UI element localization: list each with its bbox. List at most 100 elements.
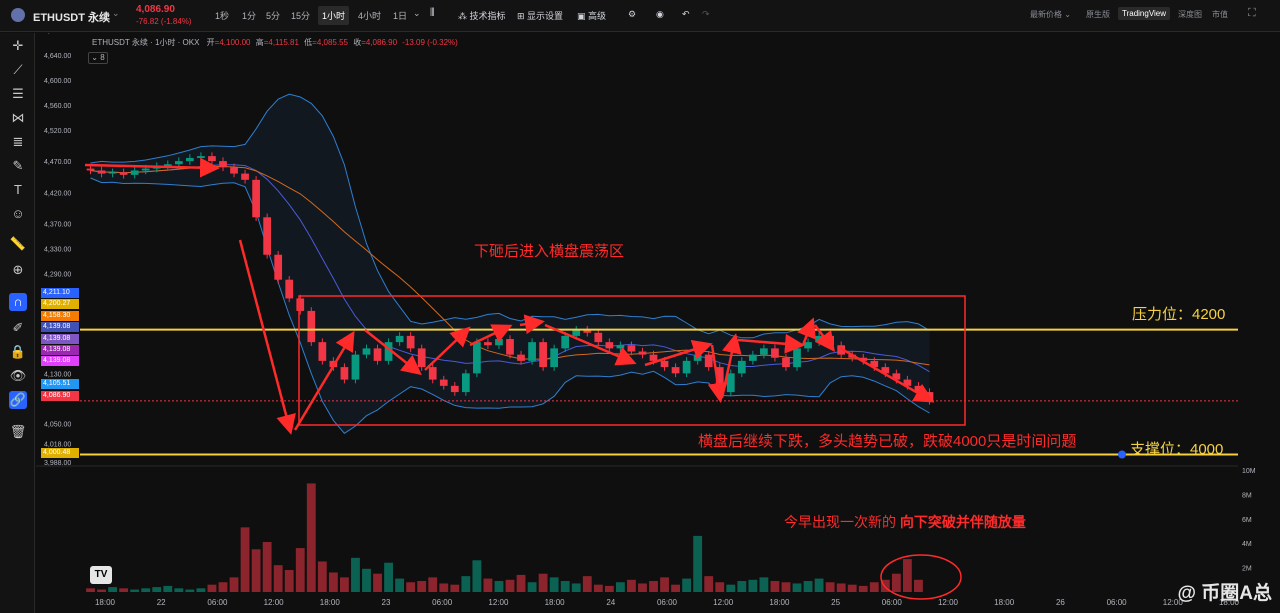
candle [693,354,702,361]
tf-1m[interactable]: 1分 [242,11,257,21]
volume-bar [748,579,758,592]
lock-icon[interactable]: 🔒 [9,344,27,359]
tf-1h[interactable]: 1小时 [318,6,350,25]
view-depth[interactable]: 深度图 [1178,10,1202,19]
delta-value: -13.09 (-0.32%) [402,38,458,47]
volume-bar [803,581,813,592]
candle [395,335,404,343]
chevron-down-icon[interactable]: ⌄ [112,8,120,18]
candle [638,351,647,355]
time-tick: 06:00 [657,598,678,607]
text-icon[interactable]: T [14,182,22,197]
candle [726,373,735,393]
candle [605,342,614,349]
symbol-icon [11,8,25,22]
price-tick: 4,130.00 [44,371,71,378]
volume-bar [649,581,658,592]
brush-icon[interactable]: ✎ [12,158,24,173]
candle [263,217,272,255]
horizontal-lines-icon[interactable]: ☰ [12,86,24,101]
pencil-lock-icon[interactable]: ✐ [12,320,24,335]
legend-collapse-button[interactable]: ⌄ 8 [88,52,108,64]
bollinger-upper-line [90,93,930,339]
link-icon[interactable]: 🔗 [9,391,27,409]
candle-type-icon[interactable]: ⫴ [430,7,435,19]
tf-5m[interactable]: 5分 [266,11,281,21]
volume-bar [163,585,173,592]
volume-bar [560,581,570,592]
symbol-title[interactable]: ETHUSDT 永续 [33,12,110,24]
volume-bar [340,577,349,592]
volume-bar [218,582,228,592]
advanced-button[interactable]: ▣ 高级 [577,11,607,21]
volume-bar [395,578,405,592]
volume-bar [814,578,824,592]
redo-icon[interactable]: ↷ [702,9,710,19]
volume-bar [737,581,747,592]
tf-1d[interactable]: 1日 [393,11,408,21]
view-native[interactable]: 原生版 [1086,10,1110,19]
volume-tick: 10M [1242,468,1256,475]
volume-bar [604,585,614,592]
candle [439,379,448,386]
volume-bar [273,565,283,592]
price-chart[interactable]: 4,680.00 4,640.00 4,600.00 4,560.00 4,520.00… [36,33,1280,613]
settings-gear-icon[interactable]: ⚙ [628,9,637,19]
volume-bar [770,581,780,592]
view-tradingview[interactable]: TradingView [1118,7,1171,20]
volume-bar [914,579,923,592]
price-change: -76.82 (-1.84%) [136,17,192,26]
indicators-button[interactable]: ⁂ 技术指标 [458,11,506,21]
annotation-arrow [813,324,835,353]
eye-icon[interactable]: 👁 [9,368,27,383]
consolidation-annotation: 下砸后进入横盘震荡区 [474,243,625,260]
fib-icon[interactable]: ≣ [12,134,24,149]
tf-4h[interactable]: 4小时 [358,11,382,21]
volume-bar [549,577,559,592]
annotation-arrow [519,314,545,335]
annotation-arrow [797,317,816,346]
volume-bar [196,588,206,592]
volume-bar [240,527,250,592]
volume-bar [858,585,868,592]
trendline-icon[interactable]: ⟋ [13,62,23,77]
price-mode-select[interactable]: 最新价格 ⌄ [1030,10,1071,19]
magnet-icon[interactable]: ∩ [9,293,27,311]
candle [174,161,183,165]
candle [892,373,901,380]
volume-bar [472,560,482,592]
candle [583,329,592,333]
low-label: 低 [304,38,313,47]
volume-bar [825,582,835,592]
price-marker-label: 4,139.08 [41,356,79,366]
tf-1s[interactable]: 1秒 [215,11,230,21]
crosshair-icon[interactable]: ✛ [12,38,24,53]
annotation-arrow [238,239,296,435]
price-tick: 4,420.00 [44,190,71,197]
snapshot-camera-icon[interactable]: ◉ [656,9,664,19]
undo-icon[interactable]: ↶ [682,9,690,19]
zoom-in-icon[interactable]: ⊕ [12,262,24,277]
annotation-arrow [707,344,728,403]
display-settings-button[interactable]: ⊞ 显示设置 [517,11,564,21]
emoji-icon[interactable]: ☺ [11,206,25,221]
volume-bar [571,583,581,592]
candle [484,342,492,346]
price-tick: 4,050.00 [44,421,71,428]
chevron-down-icon[interactable]: ⌄ [413,8,421,18]
fullscreen-icon[interactable]: ⛶ [1248,7,1256,19]
tf-15m[interactable]: 15分 [291,11,311,21]
price-marker-label: 4,139.08 [41,334,79,344]
candle [252,179,260,218]
breakdown-annotation: 横盘后继续下跌，多头趋势已破，跌破4000只是时间问题 [698,433,1077,450]
candle [163,164,172,167]
candle [274,254,283,280]
ruler-icon[interactable]: 📏 [9,236,27,251]
time-tick: 12:00 [938,598,959,607]
candle [815,335,823,343]
pattern-icon[interactable]: ⋈ [11,110,25,125]
trash-icon[interactable]: 🗑 [9,424,27,439]
high-value: =4,115.81 [263,38,299,47]
view-marketcap[interactable]: 市值 [1212,10,1228,19]
time-tick: 23 [382,598,391,607]
